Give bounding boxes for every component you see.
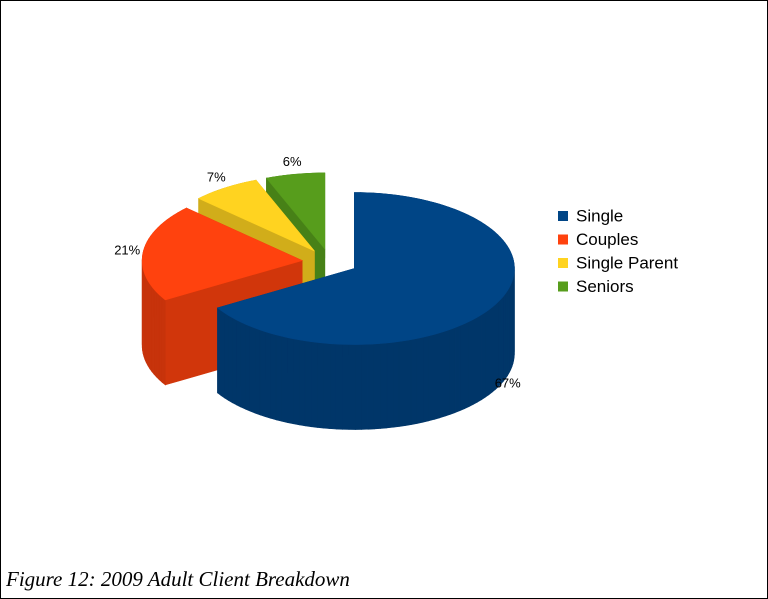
slice-side — [373, 343, 381, 430]
slice-side — [392, 341, 400, 428]
slice-side — [275, 334, 283, 422]
slice-side — [217, 307, 222, 397]
slice-side — [444, 329, 451, 417]
data-label: 7% — [207, 169, 226, 184]
slice-side — [249, 325, 256, 414]
legend-label: Single Parent — [576, 253, 678, 272]
slice-side — [367, 343, 375, 430]
slice-side — [380, 342, 388, 429]
slice-side — [481, 311, 486, 401]
slice-side — [416, 336, 424, 424]
slice-side — [293, 338, 300, 426]
slice-side — [477, 314, 482, 403]
slice-side — [224, 312, 229, 401]
legend-swatch — [558, 234, 568, 245]
slice-side — [485, 309, 490, 398]
caption: Figure 12: 2009 Adult Client Breakdown — [5, 567, 350, 591]
slice-side — [270, 332, 277, 421]
slice-side — [433, 332, 440, 420]
slice-side — [410, 338, 418, 425]
slice-side — [304, 340, 312, 428]
slice-side — [158, 293, 163, 383]
slice-side — [439, 330, 446, 419]
legend-swatch — [558, 258, 568, 268]
slice-side — [232, 317, 237, 406]
legend-swatch — [558, 211, 568, 221]
slice-side — [220, 309, 225, 399]
slice-side — [298, 339, 306, 427]
slice-side — [404, 339, 412, 426]
slice-side — [464, 321, 470, 410]
slice-top — [216, 192, 515, 345]
slice-side — [245, 323, 251, 412]
slice-top — [265, 172, 326, 250]
slice-top — [197, 179, 315, 252]
slice — [216, 192, 515, 430]
slice-side — [151, 285, 155, 376]
pie: 6% 7% 21% 67% — [114, 154, 521, 430]
slice-side — [149, 282, 152, 373]
slice-side — [497, 298, 502, 388]
slice-top — [141, 207, 304, 301]
slice-side — [153, 288, 157, 378]
legend: Single Couples Single Parent Seniors — [558, 206, 678, 296]
slice-side — [323, 342, 331, 429]
slice-side — [311, 341, 318, 428]
slice-side — [473, 316, 478, 405]
slice-side — [354, 344, 362, 430]
slice-side — [240, 321, 246, 410]
slice-side — [228, 314, 233, 404]
slice-side — [265, 331, 272, 419]
slice-side — [287, 337, 294, 425]
slice-side — [342, 344, 350, 430]
legend-swatch — [558, 281, 568, 292]
data-label: 21% — [114, 242, 140, 257]
slice-side — [329, 343, 337, 430]
slice-side — [428, 334, 435, 422]
slice-side — [454, 325, 461, 414]
slice-side — [161, 296, 166, 386]
slice-side — [236, 319, 242, 408]
data-label: 67% — [495, 375, 521, 390]
slice-side — [335, 343, 343, 430]
slice-side — [281, 335, 288, 423]
slice-side — [259, 329, 266, 418]
legend-label: Couples — [576, 230, 638, 249]
slice-side — [468, 318, 474, 407]
slice-side — [317, 342, 325, 429]
slice-side — [361, 343, 369, 430]
slice-side — [156, 291, 160, 381]
slice-side — [503, 292, 506, 383]
data-label: 6% — [283, 154, 302, 169]
slice-side — [254, 327, 261, 416]
legend-label: Seniors — [576, 277, 634, 296]
legend-label: Single — [576, 206, 623, 225]
slice-side — [398, 340, 406, 427]
slice-side — [386, 341, 394, 429]
slice-side — [459, 323, 465, 412]
slice-side — [500, 295, 504, 385]
slice-side — [488, 306, 493, 396]
slice-side — [449, 327, 456, 415]
slice-side — [422, 335, 429, 423]
slice-side — [348, 344, 356, 430]
